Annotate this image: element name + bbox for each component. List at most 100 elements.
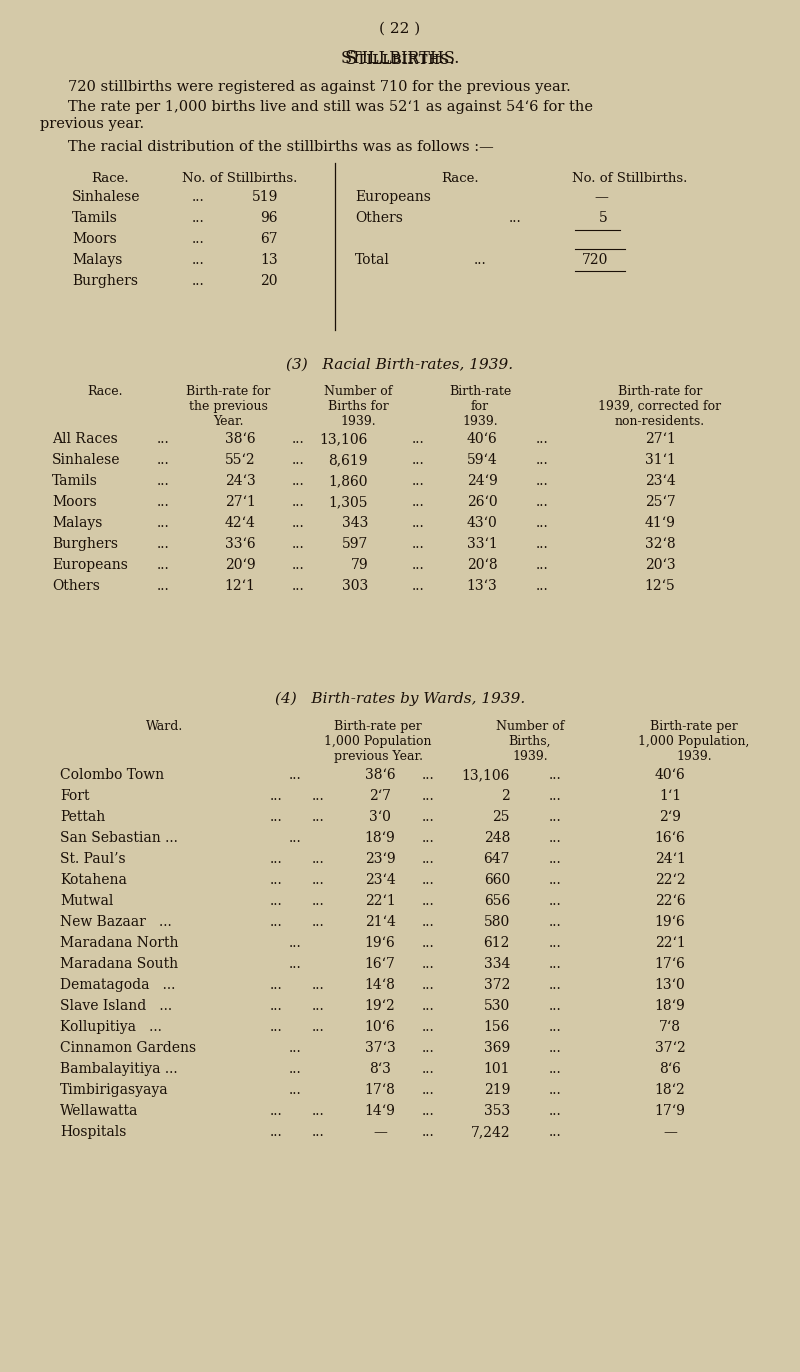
Text: ...: ... xyxy=(422,895,434,908)
Text: St. Paul’s: St. Paul’s xyxy=(60,852,126,866)
Text: 27‘1: 27‘1 xyxy=(225,495,255,509)
Text: ...: ... xyxy=(412,495,424,509)
Text: 12‘1: 12‘1 xyxy=(225,579,255,593)
Text: 2: 2 xyxy=(502,789,510,803)
Text: 16‘6: 16‘6 xyxy=(654,831,686,845)
Text: Hospitals: Hospitals xyxy=(60,1125,126,1139)
Text: ...: ... xyxy=(536,495,548,509)
Text: 18‘9: 18‘9 xyxy=(654,999,686,1013)
Text: 5: 5 xyxy=(599,211,608,225)
Text: 23‘4: 23‘4 xyxy=(645,473,675,488)
Text: 17‘9: 17‘9 xyxy=(654,1104,686,1118)
Text: 31‘1: 31‘1 xyxy=(645,453,675,466)
Text: 23‘4: 23‘4 xyxy=(365,873,395,888)
Text: 43‘0: 43‘0 xyxy=(466,516,498,530)
Text: ...: ... xyxy=(422,1019,434,1034)
Text: ...: ... xyxy=(549,1019,562,1034)
Text: Race.: Race. xyxy=(441,172,479,185)
Text: Malays: Malays xyxy=(72,252,122,268)
Text: 18‘9: 18‘9 xyxy=(365,831,395,845)
Text: ...: ... xyxy=(289,936,302,949)
Text: Birth-rate per
1,000 Population
previous Year.: Birth-rate per 1,000 Population previous… xyxy=(324,720,432,763)
Text: ...: ... xyxy=(549,768,562,782)
Text: ...: ... xyxy=(422,915,434,929)
Text: ...: ... xyxy=(412,432,424,446)
Text: ...: ... xyxy=(289,1062,302,1076)
Text: 37‘2: 37‘2 xyxy=(654,1041,686,1055)
Text: ...: ... xyxy=(422,1062,434,1076)
Text: ...: ... xyxy=(536,516,548,530)
Text: 10‘6: 10‘6 xyxy=(365,1019,395,1034)
Text: ...: ... xyxy=(312,915,324,929)
Text: 647: 647 xyxy=(483,852,510,866)
Text: Total: Total xyxy=(355,252,390,268)
Text: ...: ... xyxy=(412,453,424,466)
Text: 19‘6: 19‘6 xyxy=(365,936,395,949)
Text: 13‘3: 13‘3 xyxy=(466,579,498,593)
Text: 612: 612 xyxy=(484,936,510,949)
Text: 18‘2: 18‘2 xyxy=(654,1083,686,1098)
Text: Cinnamon Gardens: Cinnamon Gardens xyxy=(60,1041,196,1055)
Text: Number of
Births,
1939.: Number of Births, 1939. xyxy=(496,720,564,763)
Text: ...: ... xyxy=(549,936,562,949)
Text: 13,106: 13,106 xyxy=(462,768,510,782)
Text: 40‘6: 40‘6 xyxy=(654,768,686,782)
Text: 2‘9: 2‘9 xyxy=(659,809,681,825)
Text: 156: 156 xyxy=(484,1019,510,1034)
Text: 13,106: 13,106 xyxy=(320,432,368,446)
Text: 13‘0: 13‘0 xyxy=(654,978,686,992)
Text: Birth-rate for
1939, corrected for
non-residents.: Birth-rate for 1939, corrected for non-r… xyxy=(598,386,722,428)
Text: 16‘7: 16‘7 xyxy=(365,958,395,971)
Text: 22‘1: 22‘1 xyxy=(654,936,686,949)
Text: 656: 656 xyxy=(484,895,510,908)
Text: ...: ... xyxy=(292,536,304,552)
Text: ...: ... xyxy=(422,978,434,992)
Text: previous year.: previous year. xyxy=(40,117,144,130)
Text: 96: 96 xyxy=(261,211,278,225)
Text: —: — xyxy=(594,189,608,204)
Text: Malays: Malays xyxy=(52,516,102,530)
Text: ...: ... xyxy=(412,536,424,552)
Text: ...: ... xyxy=(289,1083,302,1098)
Text: 32‘8: 32‘8 xyxy=(645,536,675,552)
Text: 67: 67 xyxy=(260,232,278,246)
Text: ...: ... xyxy=(412,579,424,593)
Text: ...: ... xyxy=(549,1041,562,1055)
Text: ( 22 ): ( 22 ) xyxy=(379,22,421,36)
Text: 8,619: 8,619 xyxy=(329,453,368,466)
Text: Europeans: Europeans xyxy=(52,558,128,572)
Text: ...: ... xyxy=(270,915,282,929)
Text: (3)   Racial Birth-rates, 1939.: (3) Racial Birth-rates, 1939. xyxy=(286,358,514,372)
Text: 530: 530 xyxy=(484,999,510,1013)
Text: Wellawatta: Wellawatta xyxy=(60,1104,138,1118)
Text: 17‘8: 17‘8 xyxy=(365,1083,395,1098)
Text: 20: 20 xyxy=(261,274,278,288)
Text: 22‘2: 22‘2 xyxy=(654,873,686,888)
Text: ...: ... xyxy=(292,432,304,446)
Text: Race.: Race. xyxy=(87,386,122,398)
Text: ...: ... xyxy=(549,873,562,888)
Text: ...: ... xyxy=(270,999,282,1013)
Text: ...: ... xyxy=(270,852,282,866)
Text: ...: ... xyxy=(549,831,562,845)
Text: Pettah: Pettah xyxy=(60,809,106,825)
Text: Maradana North: Maradana North xyxy=(60,936,178,949)
Text: ...: ... xyxy=(312,852,324,866)
Text: ...: ... xyxy=(289,958,302,971)
Text: 303: 303 xyxy=(342,579,368,593)
Text: 1,860: 1,860 xyxy=(329,473,368,488)
Text: 19‘2: 19‘2 xyxy=(365,999,395,1013)
Text: New Bazaar   ...: New Bazaar ... xyxy=(60,915,172,929)
Text: ...: ... xyxy=(549,1062,562,1076)
Text: ...: ... xyxy=(312,978,324,992)
Text: ...: ... xyxy=(422,768,434,782)
Text: ...: ... xyxy=(157,558,170,572)
Text: ...: ... xyxy=(157,432,170,446)
Text: ...: ... xyxy=(422,1104,434,1118)
Text: Tamils: Tamils xyxy=(72,211,118,225)
Text: 14‘8: 14‘8 xyxy=(365,978,395,992)
Text: ...: ... xyxy=(292,558,304,572)
Text: 334: 334 xyxy=(484,958,510,971)
Text: 25‘7: 25‘7 xyxy=(645,495,675,509)
Text: 23‘9: 23‘9 xyxy=(365,852,395,866)
